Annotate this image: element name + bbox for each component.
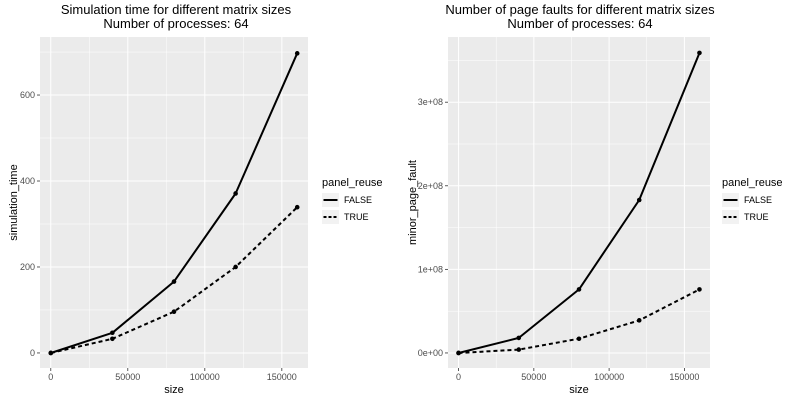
legend-label-false: FALSE [344,195,372,205]
data-point-true [576,336,582,342]
chart-subtitle: Number of processes: 64 [507,16,652,31]
x-tick-label: 0 [456,372,461,382]
legend-label-true: TRUE [344,212,369,222]
data-point-true [171,309,177,314]
chart-1: 0 50000 100000 150000 0 200 400 600 Simulation t… [8,2,383,396]
plot-panel [448,37,710,368]
y-tick-label: 3e+08 [418,97,443,107]
data-point-false [576,287,582,292]
x-axis-label: size [164,384,184,396]
data-point-false [171,279,177,284]
y-tick-label: 600 [20,90,35,100]
y-tick-label: 400 [20,176,35,186]
legend-title: panel_reuse [722,177,783,189]
legend: panel_reuse FALSE TRUE [322,177,383,224]
plot-panel [40,37,308,368]
data-point-true [516,347,522,352]
y-tick-label: 200 [20,262,35,272]
data-point-true [110,336,115,342]
data-point-false [233,191,238,196]
x-tick-label: 50000 [521,372,546,382]
data-point-true [636,318,642,323]
x-tick-label: 150000 [669,372,699,382]
y-tick-label: 0 [30,348,35,358]
chart-subtitle: Number of processes: 64 [103,16,248,31]
data-point-false [110,330,115,336]
chart-title: Number of page faults for different matr… [445,2,715,17]
y-tick-label: 1e+08 [418,264,443,274]
x-tick-label: 0 [48,372,53,382]
data-point-true [233,264,238,270]
x-tick-label: 50000 [115,372,140,382]
data-point-false [294,51,300,56]
legend-title: panel_reuse [322,177,383,189]
x-tick-label: 150000 [267,372,297,382]
legend: panel_reuse FALSE TRUE [722,177,783,224]
data-point-true [294,204,300,210]
data-point-false [697,50,702,56]
legend-label-false: FALSE [744,195,772,205]
chart-2: 0 50000 100000 150000 0e+00 1e+08 2e+08 3e+08 Nu… [407,2,783,396]
data-point-false [516,335,522,341]
data-point-true [456,350,461,356]
x-tick-label: 100000 [594,372,624,382]
data-point-false [636,197,642,203]
data-point-true [697,287,702,292]
y-tick-label: 2e+08 [418,181,443,191]
y-axis-label: minor_page_fault [407,160,419,245]
chart-title: Simulation time for different matrix siz… [61,2,292,17]
y-tick-label: 0e+00 [418,348,443,358]
series-line-true [50,206,298,354]
x-axis-label: size [569,384,589,396]
legend-label-true: TRUE [744,212,769,222]
data-point-true [48,350,54,356]
y-axis-label: simulation_time [8,164,20,240]
x-tick-label: 100000 [190,372,220,382]
